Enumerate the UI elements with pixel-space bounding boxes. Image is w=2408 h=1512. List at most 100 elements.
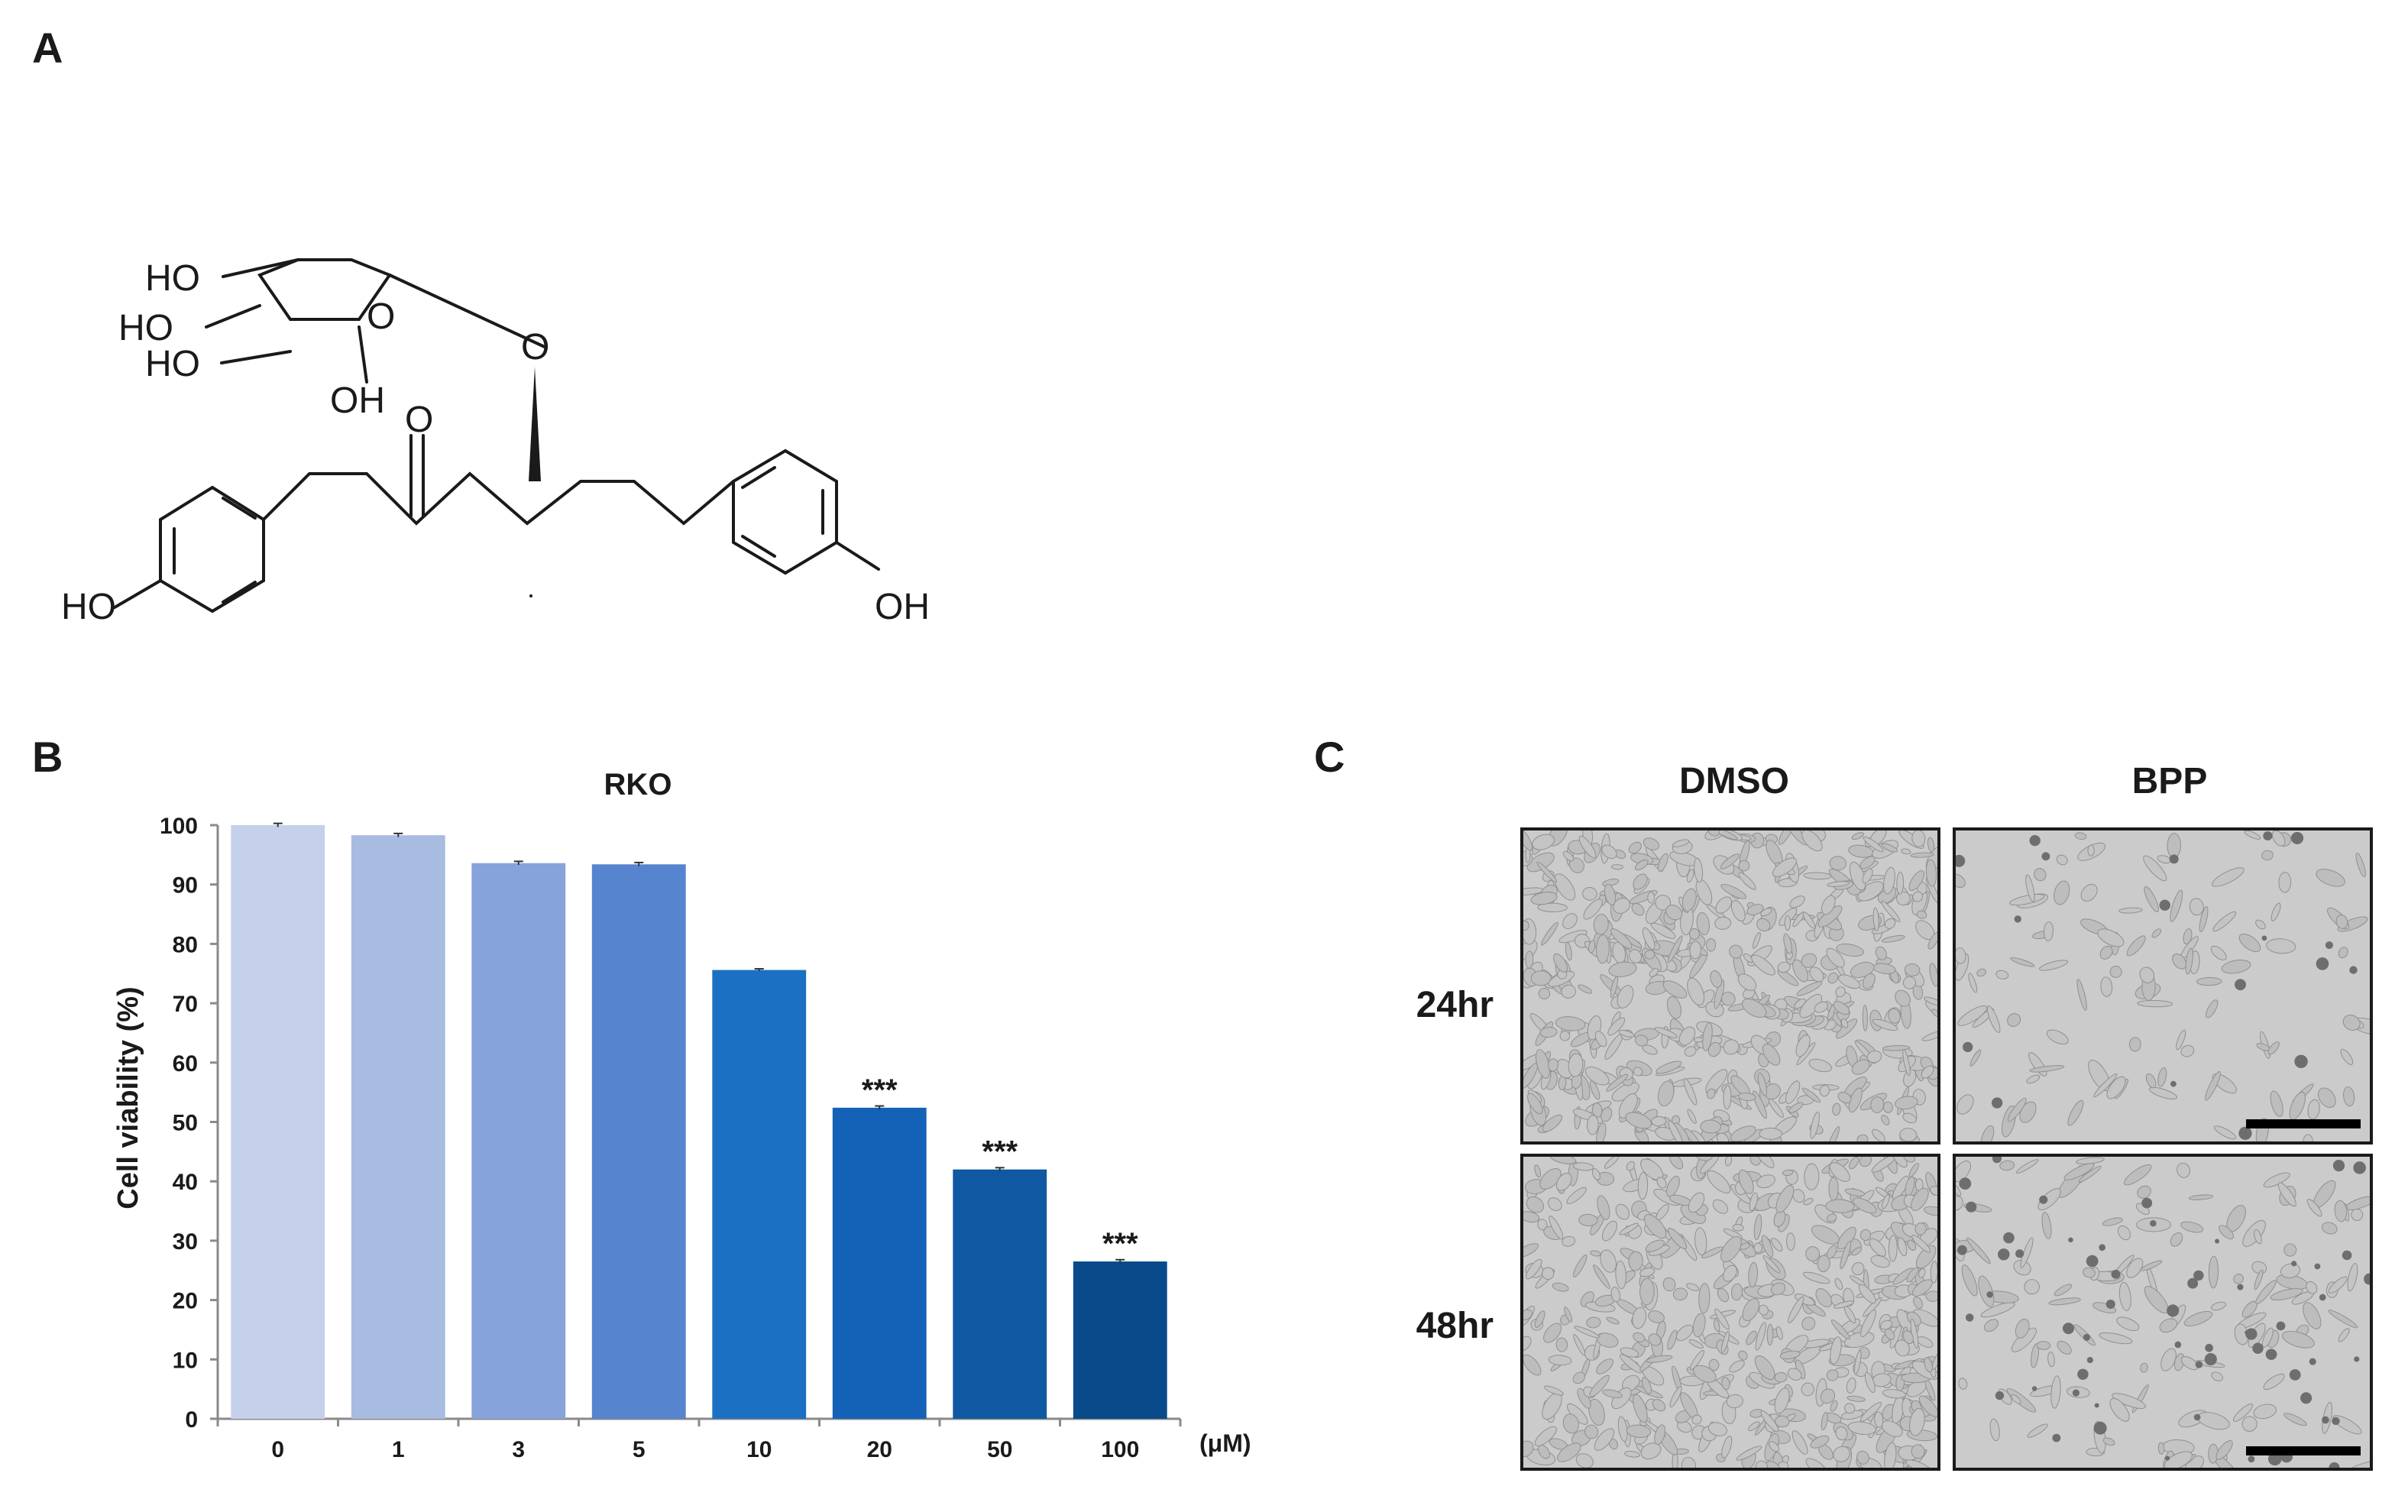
cell	[1629, 949, 1643, 964]
cell	[1642, 927, 1656, 950]
cell	[1844, 1403, 1856, 1414]
cell	[2074, 832, 2087, 840]
cell	[1742, 1298, 1760, 1322]
cell	[2343, 1086, 2355, 1107]
debris-particle	[1959, 1177, 1972, 1190]
cell	[1902, 1157, 1916, 1163]
debris-particle	[2342, 1250, 2352, 1261]
label-ho-c3: HO	[145, 344, 200, 384]
cell	[1689, 928, 1700, 940]
cell	[1587, 1115, 1599, 1135]
cell	[1911, 1234, 1931, 1253]
cell	[1913, 1297, 1923, 1310]
cell	[1899, 1128, 1918, 1141]
cell	[1881, 934, 1905, 943]
cell	[1604, 1157, 1620, 1169]
cell	[1631, 902, 1645, 916]
cell	[1862, 1005, 1868, 1031]
cell	[2041, 1212, 2052, 1239]
cell	[1669, 1386, 1682, 1408]
cell	[2270, 1090, 2283, 1117]
cell	[1746, 1330, 1757, 1345]
cell	[1837, 1092, 1852, 1104]
cell	[2109, 1397, 2130, 1422]
column-label-dmso: DMSO	[1679, 761, 1789, 801]
cell	[1716, 1132, 1730, 1141]
cell	[1698, 1283, 1711, 1314]
cell	[1648, 1310, 1665, 1323]
debris-particle	[2265, 1348, 2277, 1360]
cell	[2342, 1015, 2361, 1031]
cell	[1826, 1213, 1837, 1222]
cell	[1542, 1114, 1563, 1132]
cell	[1749, 1192, 1758, 1212]
cell	[2303, 1134, 2313, 1141]
cell	[1632, 1306, 1647, 1329]
cell-texture	[1523, 830, 1937, 1141]
cell	[2026, 1074, 2041, 1084]
cell	[1956, 1195, 1963, 1211]
cell	[1601, 1220, 1617, 1242]
debris-particle	[2319, 1293, 2326, 1301]
debris-particle	[2165, 1455, 2170, 1461]
cell	[1846, 1395, 1866, 1402]
cell	[2099, 945, 2113, 960]
cell	[2157, 1442, 2165, 1455]
cell	[2277, 1182, 2296, 1207]
cell	[2112, 1393, 2147, 1409]
cell	[1931, 1351, 1937, 1371]
cell	[1821, 895, 1836, 915]
cell	[1720, 853, 1740, 869]
cell	[1989, 1418, 2000, 1442]
debris-particle	[1956, 854, 1966, 867]
cell	[1895, 989, 1911, 1007]
cell	[2015, 1319, 2030, 1339]
cell	[1665, 1176, 1680, 1197]
cell	[1642, 1044, 1658, 1055]
cell	[1849, 861, 1866, 891]
cell	[1738, 860, 1750, 872]
debris-particle	[2141, 1197, 2153, 1209]
cell	[2307, 1099, 2320, 1120]
cell	[1732, 1224, 1744, 1232]
cell	[1835, 1426, 1848, 1441]
debris-particle	[2111, 1269, 2121, 1279]
cell	[2271, 830, 2286, 847]
cell	[1562, 913, 1578, 929]
cell	[1834, 1277, 1843, 1290]
y-tick-label: 10	[173, 1348, 198, 1373]
cell	[1681, 888, 1697, 912]
cell	[1555, 1016, 1586, 1031]
cell	[1700, 1157, 1720, 1174]
cell	[2128, 1037, 2141, 1052]
cell	[1721, 1377, 1730, 1391]
cell	[2213, 1125, 2237, 1140]
cell	[2219, 1225, 2234, 1240]
cell	[2076, 979, 2087, 1011]
panel-label-a: A	[32, 24, 63, 72]
cell	[1881, 843, 1898, 853]
debris-particle	[2294, 1054, 2308, 1069]
cell	[1980, 1125, 1995, 1141]
cell	[2188, 1194, 2213, 1200]
cell	[1656, 1177, 1667, 1189]
debris-particle	[2290, 831, 2304, 845]
cell	[2255, 919, 2266, 930]
cell	[2057, 1340, 2072, 1355]
cell	[2015, 1159, 2039, 1174]
cell	[1696, 1157, 1713, 1161]
cell	[2124, 1164, 2152, 1186]
cell	[1863, 1297, 1882, 1317]
cell	[1895, 1339, 1910, 1357]
cell	[1882, 1044, 1911, 1051]
cell	[2029, 1065, 2065, 1073]
cell	[1527, 1093, 1543, 1115]
cell	[1755, 1157, 1775, 1168]
micrograph-bpp-48hr	[1953, 1154, 2373, 1471]
micrograph-bpp-24hr	[1953, 827, 2373, 1145]
cell	[1910, 852, 1934, 858]
cell	[1801, 1382, 1814, 1397]
label-ho-phenol-left: HO	[61, 587, 116, 627]
bar	[1073, 1261, 1167, 1419]
cell	[2126, 1258, 2144, 1278]
